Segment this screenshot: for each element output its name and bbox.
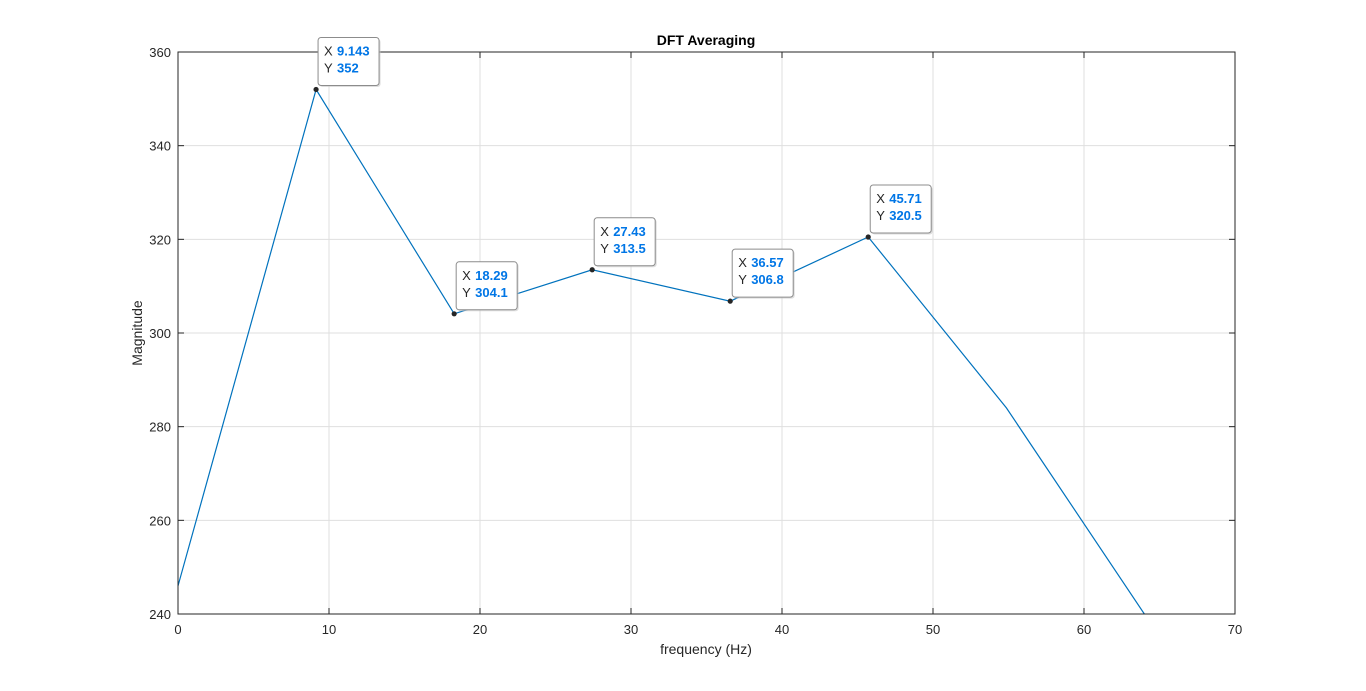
datatips-layer: X 9.143 Y 352 X 18.29 Y 304.1 X 27.43 Y 313.5 X 36.57…: [313, 36, 933, 317]
datatip-x-key: X: [600, 224, 609, 239]
datatip-y-value: 320.5: [889, 208, 922, 223]
x-axis-label: frequency (Hz): [660, 641, 752, 657]
datatip-x-value: 27.43: [613, 224, 646, 239]
x-tick-label: 30: [624, 622, 638, 637]
x-tick-label: 60: [1077, 622, 1091, 637]
datatip-marker: [313, 86, 319, 93]
y-tick-label: 340: [149, 139, 171, 154]
x-tick-label: 70: [1228, 622, 1242, 637]
datatip-box: [317, 36, 380, 86]
x-tick-label: 50: [926, 622, 940, 637]
datatip-y-value: 352: [337, 60, 359, 75]
datatip-box: [593, 217, 656, 267]
datatip-y-key: Y: [324, 60, 333, 75]
datatip-box: [455, 261, 518, 311]
x-tick-label: 0: [174, 622, 181, 637]
series-layer: [177, 88, 1145, 615]
x-tick-label: 20: [473, 622, 487, 637]
datatip-marker: [589, 267, 595, 273]
datatip: X 9.143 Y 352: [313, 36, 381, 93]
datatip-y-key: Y: [600, 241, 609, 256]
datatip-box: [869, 184, 932, 234]
y-tick-label: 320: [149, 232, 171, 247]
y-tick-label: 280: [149, 420, 171, 435]
datatip-marker: [451, 311, 457, 317]
datatip: X 45.71 Y 320.5: [865, 184, 933, 240]
datatip-y-key: Y: [738, 272, 747, 287]
x-tick-label: 10: [322, 622, 336, 637]
datatip-marker: [865, 234, 871, 240]
datatip: X 36.57 Y 306.8: [727, 248, 795, 304]
x-tick-label: 40: [775, 622, 789, 637]
datatip-y-key: Y: [462, 285, 471, 300]
y-axis-label: Magnitude: [129, 300, 145, 366]
datatip-x-key: X: [738, 255, 747, 270]
y-tick-label: 240: [149, 607, 171, 622]
datatip-x-key: X: [462, 268, 471, 283]
datatip-x-value: 9.143: [337, 43, 370, 58]
datatip: X 27.43 Y 313.5: [589, 217, 657, 273]
datatip-x-value: 18.29: [475, 268, 508, 283]
datatip-x-value: 36.57: [751, 255, 784, 270]
datatip-marker: [727, 298, 733, 304]
chart-title: DFT Averaging: [657, 32, 756, 48]
y-tick-label: 260: [149, 513, 171, 528]
series-line: [177, 88, 1145, 615]
y-tick-label: 300: [149, 326, 171, 341]
datatip-y-value: 306.8: [751, 272, 784, 287]
datatip-x-value: 45.71: [889, 191, 922, 206]
datatip-x-key: X: [876, 191, 885, 206]
tick-labels: 0 10 20 30 40 50 60 70 240 260 280 300 320 340 360: [149, 45, 1242, 637]
datatip-y-value: 313.5: [613, 241, 646, 256]
datatip-box: [731, 248, 794, 298]
datatip-y-key: Y: [876, 208, 885, 223]
datatip: X 18.29 Y 304.1: [451, 261, 519, 317]
datatip-y-value: 304.1: [475, 285, 508, 300]
axes-layer: [177, 51, 1236, 615]
y-tick-label: 360: [149, 45, 171, 60]
datatip-x-key: X: [324, 43, 333, 58]
